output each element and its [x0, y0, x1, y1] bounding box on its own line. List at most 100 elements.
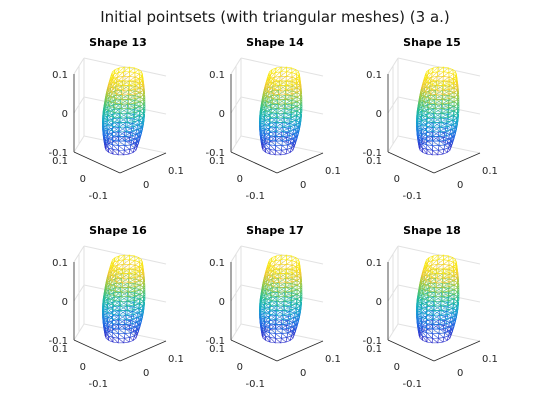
z-tick-label: -0.1	[205, 336, 225, 347]
z-tick-label: -0.1	[48, 336, 68, 347]
mesh-triangle	[141, 259, 144, 267]
mesh-triangle	[436, 259, 444, 265]
y-tick-label: 0	[457, 180, 463, 191]
subplot-3: Shape 150.10-0.10.10-0.100.1	[362, 36, 497, 202]
mesh-triangle	[435, 75, 444, 82]
mesh-triangle	[431, 337, 439, 344]
x-tick-label: 0.1	[366, 344, 382, 355]
mesh-triangle	[119, 314, 128, 321]
z-tick-label: 0	[376, 109, 382, 120]
mesh-triangle	[121, 263, 130, 270]
mesh-triangle	[433, 126, 442, 133]
mesh-triangle	[122, 71, 130, 77]
x-tick-label: -0.1	[402, 379, 422, 390]
mesh-triangle	[276, 126, 285, 133]
mesh-triangle	[298, 71, 301, 79]
triangular-mesh	[102, 66, 146, 156]
x-tick-label: -0.1	[245, 191, 265, 202]
mesh-triangle	[117, 337, 125, 344]
x-tick-label: 0.1	[366, 156, 382, 167]
x-tick-label: 0	[80, 362, 86, 373]
y-tick-label: 0.1	[482, 166, 498, 177]
axis-line	[119, 340, 167, 362]
mesh-triangle	[436, 71, 444, 77]
mesh-triangle	[117, 149, 125, 156]
z-tick-label: 0.1	[366, 70, 382, 81]
mesh-triangle	[276, 314, 285, 321]
x-tick-label: 0	[394, 174, 400, 185]
subplot-title: Shape 14	[246, 36, 304, 49]
axis-line	[119, 152, 167, 174]
subplot-5: Shape 170.10-0.10.10-0.100.1	[205, 224, 340, 390]
mesh-triangle	[432, 333, 440, 339]
axis-line	[433, 340, 481, 362]
z-tick-label: 0.1	[209, 70, 225, 81]
subplot-title: Shape 18	[403, 224, 461, 237]
z-tick-label: 0.1	[366, 258, 382, 269]
y-tick-label: 0	[457, 368, 463, 379]
mesh-triangle	[119, 126, 128, 133]
x-tick-label: 0	[80, 174, 86, 185]
mesh-triangle	[118, 333, 126, 339]
x-tick-label: -0.1	[88, 379, 108, 390]
x-tick-label: 0.1	[209, 156, 225, 167]
mesh-triangle	[455, 259, 458, 267]
mesh-triangle	[278, 75, 287, 82]
z-tick-label: -0.1	[48, 148, 68, 159]
x-tick-label: 0.1	[52, 156, 68, 167]
y-tick-label: 0	[143, 180, 149, 191]
triangular-mesh	[416, 66, 460, 156]
y-tick-label: 0.1	[325, 354, 341, 365]
x-tick-label: 0.1	[209, 344, 225, 355]
z-tick-label: 0	[219, 109, 225, 120]
subplot-6: Shape 180.10-0.10.10-0.100.1	[362, 224, 497, 390]
mesh-triangle	[455, 71, 458, 79]
triangular-mesh	[416, 254, 460, 344]
triangular-mesh	[259, 66, 303, 156]
z-tick-label: 0	[62, 109, 68, 120]
axis-line	[276, 340, 324, 362]
y-tick-label: 0.1	[168, 166, 184, 177]
mesh-triangle	[141, 71, 144, 79]
mesh-triangle	[122, 259, 130, 265]
mesh-triangle	[432, 145, 440, 151]
x-tick-label: 0.1	[52, 344, 68, 355]
z-tick-label: 0	[376, 297, 382, 308]
y-tick-label: 0.1	[168, 354, 184, 365]
z-tick-label: 0.1	[209, 258, 225, 269]
axis-line	[73, 151, 121, 174]
mesh-triangle	[431, 149, 439, 156]
mesh-triangle	[279, 259, 287, 265]
z-tick-label: 0.1	[52, 258, 68, 269]
y-tick-label: 0	[143, 368, 149, 379]
mesh-triangle	[274, 337, 282, 344]
x-tick-label: 0	[237, 362, 243, 373]
subplot-title: Shape 13	[89, 36, 147, 49]
axis-line	[387, 151, 435, 174]
y-tick-label: 0	[300, 368, 306, 379]
y-tick-label: 0.1	[482, 354, 498, 365]
z-tick-label: 0.1	[52, 70, 68, 81]
mesh-triangle	[275, 333, 283, 339]
axis-line	[73, 339, 121, 362]
triangular-mesh	[259, 254, 303, 344]
mesh-triangle	[279, 71, 287, 77]
mesh-triangle	[278, 263, 287, 270]
z-tick-label: 0	[219, 297, 225, 308]
axis-line	[230, 151, 278, 174]
axis-line	[276, 152, 324, 174]
subplot-4: Shape 160.10-0.10.10-0.100.1	[48, 224, 183, 390]
x-tick-label: -0.1	[402, 191, 422, 202]
subplot-title: Shape 16	[89, 224, 147, 237]
y-tick-label: 0	[300, 180, 306, 191]
z-tick-label: -0.1	[362, 336, 382, 347]
subplot-title: Shape 15	[403, 36, 461, 49]
subplot-title: Shape 17	[246, 224, 304, 237]
axis-line	[433, 152, 481, 174]
mesh-triangle	[298, 259, 301, 267]
mesh-triangle	[274, 149, 282, 156]
axis-line	[387, 339, 435, 362]
x-tick-label: 0	[394, 362, 400, 373]
